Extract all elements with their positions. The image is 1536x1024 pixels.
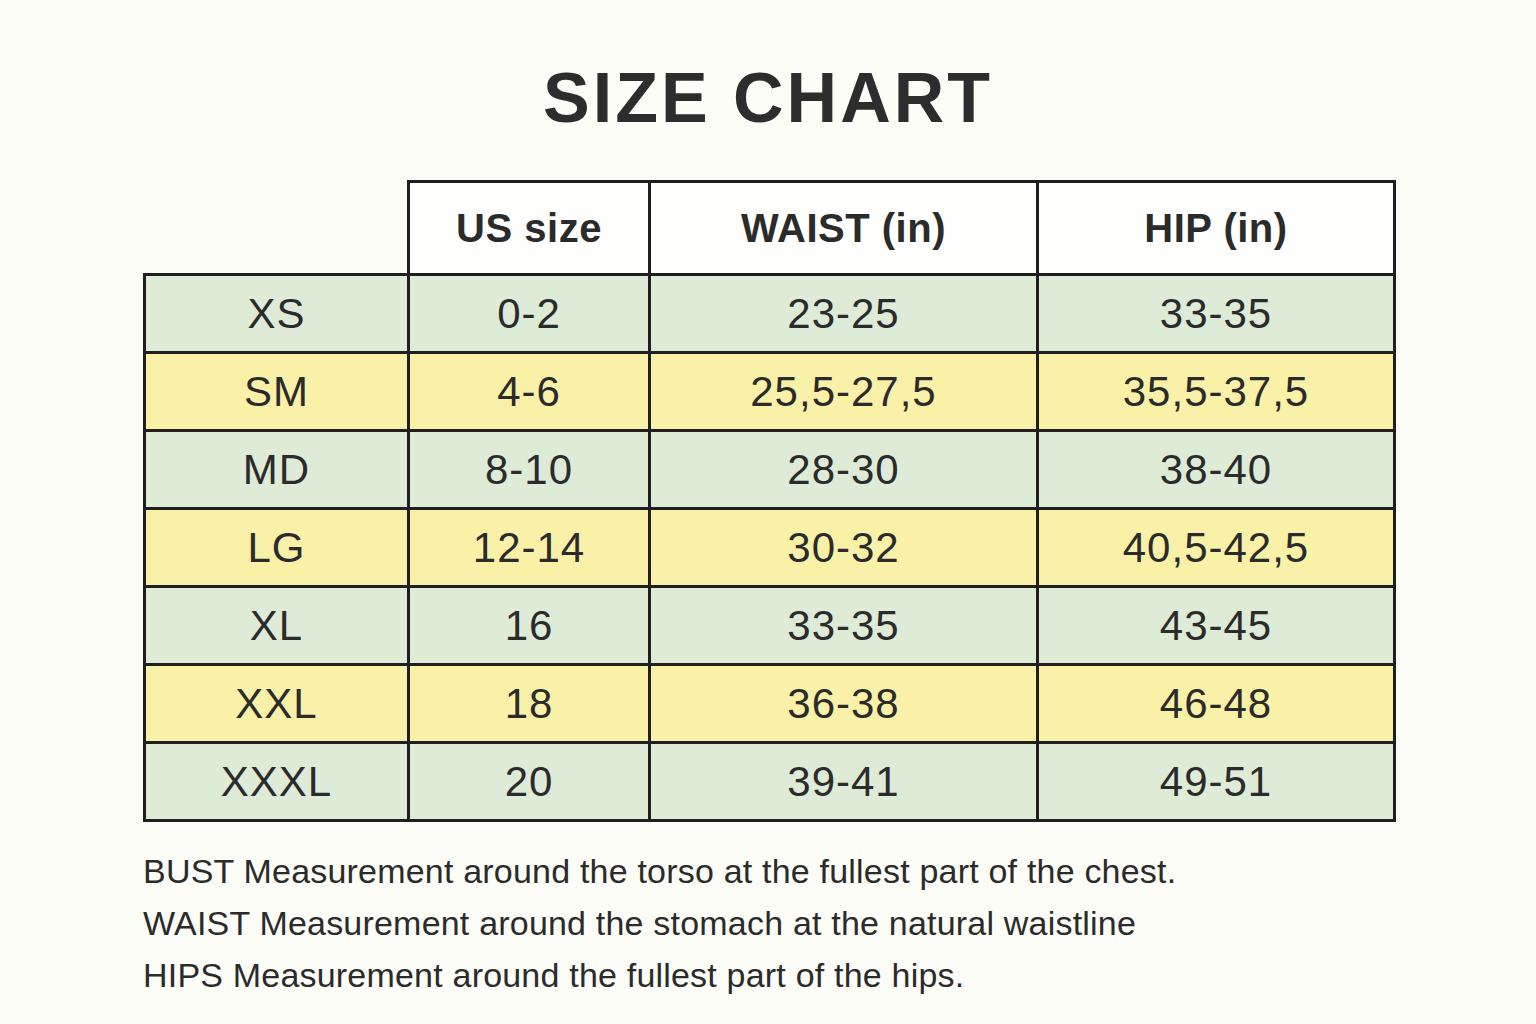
size-chart-table: US size WAIST (in) HIP (in) XS 0-2 23-25… xyxy=(143,180,1396,822)
column-header-us-size: US size xyxy=(409,182,650,275)
size-label: LG xyxy=(145,509,409,587)
table-row-xxxl: XXXL 20 39-41 49-51 xyxy=(145,743,1395,821)
size-label: XXL xyxy=(145,665,409,743)
waist-value: 25,5-27,5 xyxy=(650,353,1038,431)
table-row-md: MD 8-10 28-30 38-40 xyxy=(145,431,1395,509)
us-size-value: 16 xyxy=(409,587,650,665)
hip-value: 46-48 xyxy=(1038,665,1395,743)
us-size-value: 18 xyxy=(409,665,650,743)
table-header-row: US size WAIST (in) HIP (in) xyxy=(145,182,1395,275)
waist-value: 23-25 xyxy=(650,275,1038,353)
table-row-lg: LG 12-14 30-32 40,5-42,5 xyxy=(145,509,1395,587)
note-waist: WAIST Measurement around the stomach at … xyxy=(143,897,1413,949)
hip-value: 40,5-42,5 xyxy=(1038,509,1395,587)
page-title: SIZE CHART xyxy=(0,58,1536,138)
hip-value: 35,5-37,5 xyxy=(1038,353,1395,431)
size-label: XS xyxy=(145,275,409,353)
column-header-waist: WAIST (in) xyxy=(650,182,1038,275)
table-row-xs: XS 0-2 23-25 33-35 xyxy=(145,275,1395,353)
hip-value: 33-35 xyxy=(1038,275,1395,353)
waist-value: 28-30 xyxy=(650,431,1038,509)
us-size-value: 4-6 xyxy=(409,353,650,431)
note-bust: BUST Measurement around the torso at the… xyxy=(143,845,1413,897)
column-header-hip: HIP (in) xyxy=(1038,182,1395,275)
size-chart-page: SIZE CHART US size WAIST (in) HIP (in) X… xyxy=(0,0,1536,1024)
waist-value: 33-35 xyxy=(650,587,1038,665)
size-label: XL xyxy=(145,587,409,665)
waist-value: 30-32 xyxy=(650,509,1038,587)
us-size-value: 20 xyxy=(409,743,650,821)
waist-value: 39-41 xyxy=(650,743,1038,821)
size-label: XXXL xyxy=(145,743,409,821)
size-label: MD xyxy=(145,431,409,509)
table-row-sm: SM 4-6 25,5-27,5 35,5-37,5 xyxy=(145,353,1395,431)
note-hips: HIPS Measurement around the fullest part… xyxy=(143,949,1413,1001)
hip-value: 43-45 xyxy=(1038,587,1395,665)
table-row-xl: XL 16 33-35 43-45 xyxy=(145,587,1395,665)
us-size-value: 0-2 xyxy=(409,275,650,353)
waist-value: 36-38 xyxy=(650,665,1038,743)
size-label: SM xyxy=(145,353,409,431)
us-size-value: 12-14 xyxy=(409,509,650,587)
header-corner-blank xyxy=(145,182,409,275)
table-row-xxl: XXL 18 36-38 46-48 xyxy=(145,665,1395,743)
hip-value: 38-40 xyxy=(1038,431,1395,509)
hip-value: 49-51 xyxy=(1038,743,1395,821)
measurement-notes: BUST Measurement around the torso at the… xyxy=(143,845,1413,1001)
us-size-value: 8-10 xyxy=(409,431,650,509)
